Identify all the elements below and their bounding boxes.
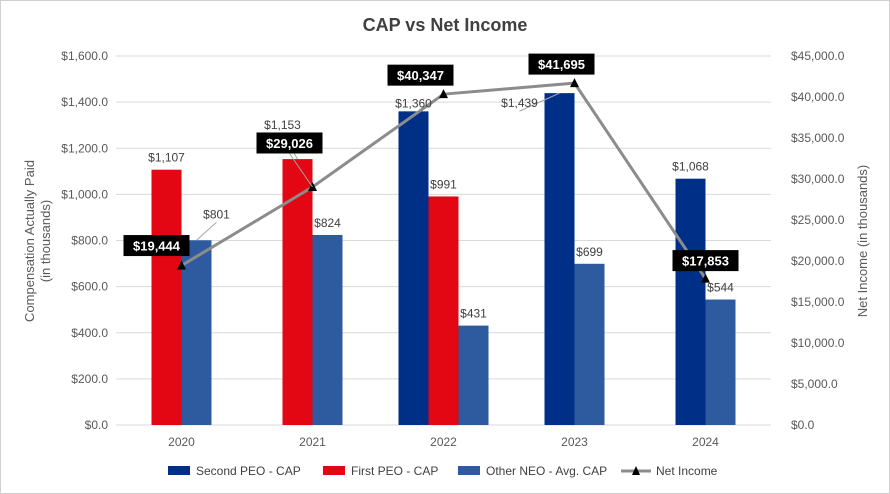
legend-label-first-peo-cap: First PEO - CAP [351, 464, 438, 478]
net-income-label-box [672, 250, 739, 272]
y-axis-title: Compensation Actually Paid [22, 160, 37, 322]
y2-axis-title: Net Income (in thousands) [855, 165, 870, 317]
y-tick-label: $1,000.0 [61, 187, 108, 201]
net-income-marker [701, 273, 710, 283]
bar-second-peo-cap-2022 [398, 111, 429, 425]
net-income-data-label: $29,026 [266, 136, 313, 151]
y-tick-label: $800.0 [71, 234, 108, 248]
legend-label-other-neo-avg-cap: Other NEO - Avg. CAP [486, 464, 607, 478]
data-label-leader [196, 221, 217, 241]
net-income-label-box [123, 235, 190, 257]
y2-tick-label: $40,000.0 [791, 90, 845, 104]
bar-data-label: $801 [203, 207, 230, 221]
y2-tick-label: $45,000.0 [791, 49, 845, 63]
y-tick-label: $1,200.0 [61, 141, 108, 155]
y2-tick-label: $30,000.0 [791, 172, 845, 186]
chart-title: CAP vs Net Income [363, 15, 528, 35]
y-axis-subtitle: (in thousands) [38, 200, 53, 282]
x-tick-label: 2023 [561, 435, 588, 449]
net-income-marker [570, 78, 579, 88]
net-income-marker [177, 260, 186, 270]
y2-tick-label: $5,000.0 [791, 377, 838, 391]
net-income-leader [289, 153, 313, 188]
y2-tick-label: $20,000.0 [791, 254, 845, 268]
bar-data-label: $1,153 [264, 118, 301, 132]
bar-other-neo-avg-cap-2020 [181, 240, 212, 425]
bar-data-label: $699 [576, 245, 603, 259]
y-tick-label: $1,600.0 [61, 49, 108, 63]
y-tick-label: $200.0 [71, 372, 108, 386]
legend-label-second-peo-cap: Second PEO - CAP [196, 464, 301, 478]
bar-second-peo-cap-2023 [544, 93, 575, 426]
bar-data-label: $1,439 [501, 96, 538, 110]
y-tick-label: $400.0 [71, 326, 108, 340]
bar-first-peo-cap-2022 [428, 196, 459, 425]
bar-data-label: $544 [707, 281, 734, 295]
net-income-label-box [387, 64, 454, 86]
y2-tick-label: $35,000.0 [791, 131, 845, 145]
net-income-data-label: $40,347 [397, 68, 444, 83]
y2-tick-label: $15,000.0 [791, 295, 845, 309]
bar-data-label: $991 [430, 177, 457, 191]
net-income-data-label: $41,695 [538, 57, 585, 72]
legend-swatch-other-neo-avg-cap [458, 466, 480, 475]
bar-second-peo-cap-2024 [675, 178, 706, 425]
y-tick-label: $0.0 [85, 418, 109, 432]
net-income-label-box [528, 53, 595, 75]
bar-other-neo-avg-cap-2022 [458, 325, 489, 425]
y2-tick-label: $10,000.0 [791, 336, 845, 350]
bar-data-label: $1,360 [395, 96, 432, 110]
x-tick-label: 2024 [692, 435, 719, 449]
legend-marker-net-income [632, 466, 640, 475]
data-label-leader [519, 92, 560, 112]
net-income-label-box [256, 132, 323, 154]
legend-swatch-second-peo-cap [168, 466, 190, 475]
legend-label-net-income: Net Income [656, 464, 718, 478]
x-tick-label: 2021 [299, 435, 326, 449]
bar-other-neo-avg-cap-2023 [574, 263, 605, 425]
bar-other-neo-avg-cap-2024 [705, 299, 736, 425]
bar-data-label: $1,068 [672, 160, 709, 174]
bar-first-peo-cap-2021 [282, 159, 313, 426]
net-income-marker [439, 89, 448, 99]
legend-swatch-first-peo-cap [323, 466, 345, 475]
y2-tick-label: $0.0 [791, 418, 815, 432]
x-tick-label: 2020 [168, 435, 195, 449]
y-tick-label: $1,400.0 [61, 95, 108, 109]
bar-data-label: $1,107 [148, 151, 185, 165]
bar-other-neo-avg-cap-2021 [312, 234, 343, 425]
y-tick-label: $600.0 [71, 280, 108, 294]
bar-data-label: $431 [460, 307, 487, 321]
net-income-data-label: $19,444 [133, 239, 181, 254]
bar-first-peo-cap-2020 [151, 169, 182, 425]
x-tick-label: 2022 [430, 435, 457, 449]
net-income-data-label: $17,853 [682, 254, 729, 269]
bar-data-label: $824 [314, 216, 341, 230]
y2-tick-label: $25,000.0 [791, 213, 845, 227]
